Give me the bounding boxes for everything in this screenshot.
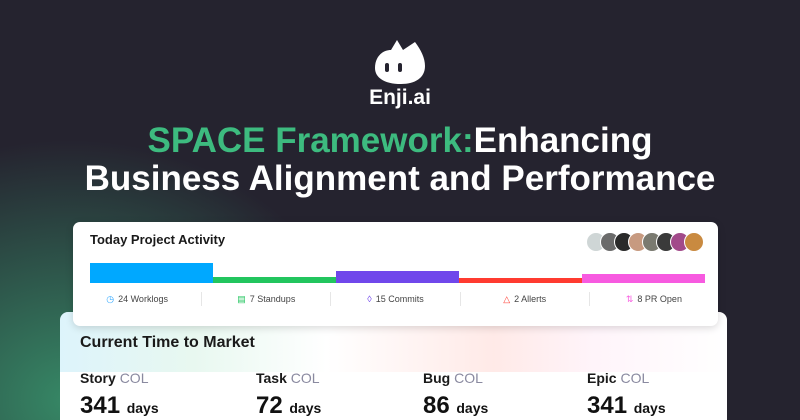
stat-label: 8 PR Open <box>637 294 682 304</box>
activity-bar <box>336 271 459 283</box>
avatar-group[interactable] <box>586 232 704 252</box>
metric-label: Epic COL <box>587 370 737 386</box>
stat-label: 2 Allerts <box>514 294 547 304</box>
avatar[interactable] <box>684 232 704 252</box>
enji-logo-icon <box>375 40 425 84</box>
metric-bug: Bug COL 86 days <box>423 370 573 420</box>
stat-label: 7 Standups <box>249 294 296 304</box>
metric-epic: Epic COL 341 days <box>587 370 737 420</box>
metric-unit: days <box>456 400 489 416</box>
metric-name: Task <box>256 370 287 386</box>
metric-value: 341 days <box>587 392 737 420</box>
title-rest: Enhancing <box>473 121 653 160</box>
metric-name: Story <box>80 370 116 386</box>
card-title: Today Project Activity <box>90 232 226 247</box>
metric-label: Story COL <box>80 370 230 386</box>
metric-number: 72 <box>256 392 283 419</box>
metric-suffix: COL <box>620 370 650 386</box>
chat-icon: ▤ <box>237 294 246 304</box>
metric-unit: days <box>633 400 666 416</box>
metric-suffix: COL <box>290 370 320 386</box>
pull-request-icon: ⇅ <box>625 294 634 304</box>
project-activity-card: Today Project Activity ◷ 24 Worklogs ▤ 7 St… <box>73 222 718 326</box>
activity-bar <box>459 278 582 283</box>
clock-icon: ◷ <box>106 294 115 304</box>
stat-item: ◊ 15 Commits <box>331 292 461 306</box>
activity-bar <box>213 277 336 283</box>
metric-suffix: COL <box>119 370 149 386</box>
metric-suffix: COL <box>454 370 483 386</box>
metric-name: Epic <box>587 370 617 386</box>
metric-label: Bug COL <box>423 370 573 386</box>
metric-value: 72 days <box>256 392 406 420</box>
metric-number: 86 <box>423 392 450 419</box>
stat-item: △ 2 Allerts <box>461 292 590 306</box>
metric-unit: days <box>289 400 322 416</box>
activity-bar <box>582 274 705 283</box>
card-title: Current Time to Market <box>80 334 255 351</box>
stat-item: ◷ 24 Worklogs <box>73 292 203 306</box>
alert-icon: △ <box>503 294 511 304</box>
metric-story: Story COL 341 days <box>80 370 230 420</box>
time-to-market-card: Current Time to Market Story COL 341 days… <box>60 312 727 420</box>
metric-name: Bug <box>423 370 451 386</box>
brand-name: Enji.ai <box>369 86 431 109</box>
page-title: SPACE Framework:Enhancing Business Align… <box>40 122 760 198</box>
commit-icon: ◊ <box>367 294 372 304</box>
stat-item: ▤ 7 Standups <box>202 292 332 306</box>
title-highlight: SPACE Framework: <box>147 121 474 160</box>
metric-value: 341 days <box>80 392 230 420</box>
activity-bar <box>90 263 213 283</box>
metric-label: Task COL <box>256 370 406 386</box>
metric-value: 86 days <box>423 392 573 420</box>
metric-number: 341 <box>80 392 121 419</box>
title-line2: Business Alignment and Performance <box>84 159 716 198</box>
stat-item: ⇅ 8 PR Open <box>590 292 718 306</box>
metric-number: 341 <box>587 392 628 419</box>
metric-unit: days <box>126 400 159 416</box>
stat-label: 24 Worklogs <box>118 294 168 304</box>
metric-task: Task COL 72 days <box>256 370 406 420</box>
stat-label: 15 Commits <box>375 294 424 304</box>
